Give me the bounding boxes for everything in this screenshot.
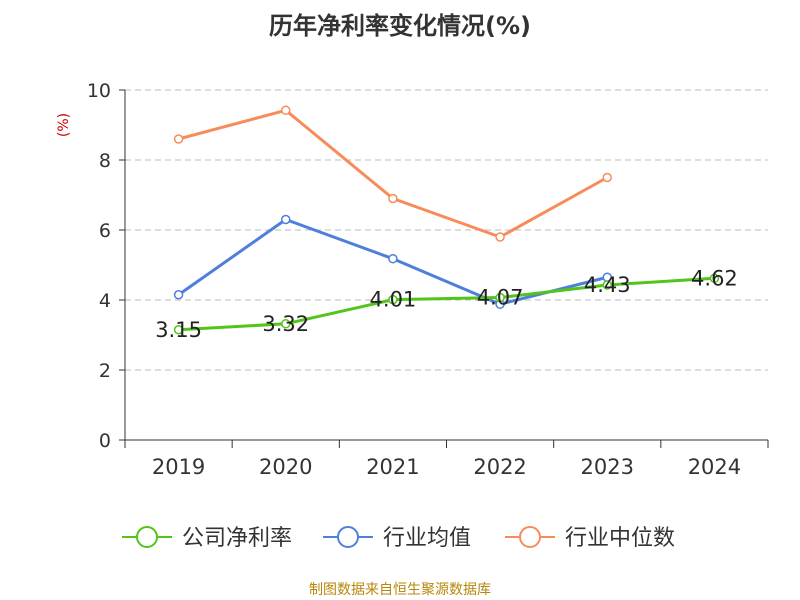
axes	[119, 89, 769, 448]
data-point	[709, 273, 720, 284]
y-tick-label: 10	[87, 80, 111, 102]
data-label: 4.62	[691, 266, 738, 290]
data-point	[602, 172, 612, 183]
x-tick-label: 2021	[366, 455, 419, 479]
data-label: 4.01	[370, 288, 417, 312]
legend-label: 公司净利率	[182, 526, 292, 551]
legend-marker	[136, 526, 158, 548]
x-tick-label: 2020	[259, 455, 312, 479]
y-tick-label: 2	[99, 360, 111, 382]
data-point	[388, 253, 398, 264]
data-label: 3.15	[155, 318, 202, 342]
legend-label: 行业均值	[383, 526, 471, 551]
y-tick-label: 6	[99, 220, 111, 242]
x-tick-label: 2019	[152, 455, 205, 479]
data-point	[602, 280, 612, 290]
data-label: 4.43	[584, 273, 631, 297]
y-tick-label: 4	[99, 290, 111, 312]
series-line	[178, 276, 715, 332]
x-tick-label: 2022	[473, 455, 526, 479]
data-point	[281, 105, 291, 116]
y-axis-label: (%)	[56, 113, 72, 137]
chart-title: 历年净利率变化情况(%)	[269, 12, 531, 40]
x-tick-label: 2023	[581, 455, 634, 479]
data-point	[173, 134, 184, 144]
data-point	[173, 325, 184, 335]
y-tick-label: 0	[99, 430, 111, 452]
series-group	[173, 105, 720, 335]
x-tick-label: 2024	[688, 455, 741, 479]
source-note: 制图数据来自恒生聚源数据库	[309, 582, 491, 598]
series-line	[178, 108, 608, 239]
tick-labels: 0 2 4 6 8 10 2019 2020 2021 2022 2023 2024	[87, 80, 741, 479]
data-point	[281, 214, 291, 225]
data-point	[281, 319, 291, 329]
data-point	[388, 294, 398, 305]
data-label: 3.32	[262, 312, 309, 336]
legend-marker	[519, 526, 541, 548]
data-point	[388, 193, 398, 204]
data-point	[495, 232, 505, 242]
data-label: 4.07	[477, 286, 524, 310]
y-tick-label: 8	[99, 150, 111, 172]
legend-marker	[337, 526, 359, 548]
data-point	[495, 292, 505, 303]
legend-label: 行业中位数	[565, 526, 675, 551]
legend: 公司净利率 行业均值 行业中位数	[122, 526, 675, 551]
data-point	[173, 290, 184, 300]
data-labels: 3.15 3.32 4.01 4.07 4.43 4.62	[155, 266, 738, 341]
